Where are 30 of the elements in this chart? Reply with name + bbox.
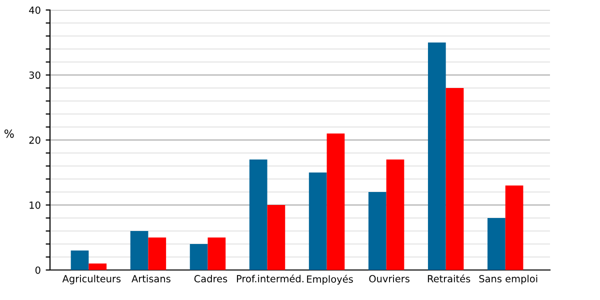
bar <box>428 42 446 270</box>
bar <box>446 88 464 270</box>
y-tick-label: 40 <box>29 6 40 14</box>
bar <box>130 231 148 270</box>
y-tick-label: 10 <box>30 201 40 209</box>
bar <box>249 160 268 270</box>
bar <box>267 205 286 270</box>
y-tick-label: 20 <box>29 136 40 144</box>
bar <box>326 134 345 270</box>
x-tick-label: Retraités <box>428 274 470 282</box>
bar <box>368 192 386 270</box>
x-tick-label: Agriculteurs <box>62 274 121 284</box>
bar <box>88 264 107 270</box>
y-axis-title: % <box>4 129 14 138</box>
bar <box>70 250 89 270</box>
x-tick-label: Ouvriers <box>369 274 410 282</box>
x-tick-label: Sans emploi <box>479 274 538 284</box>
x-tick-label: Cadres <box>194 274 228 282</box>
y-tick-label: 30 <box>29 71 40 79</box>
x-tick-label: Artisans <box>132 274 170 282</box>
bar <box>505 186 524 270</box>
bar <box>386 160 404 270</box>
x-tick-label: Prof.interméd. <box>236 274 304 282</box>
bar <box>148 238 166 270</box>
bar <box>308 172 327 270</box>
bar <box>190 244 208 270</box>
bar <box>208 238 226 270</box>
y-tick-label: 0 <box>35 266 40 274</box>
bar <box>488 218 506 270</box>
x-tick-label: Employés <box>307 274 353 285</box>
